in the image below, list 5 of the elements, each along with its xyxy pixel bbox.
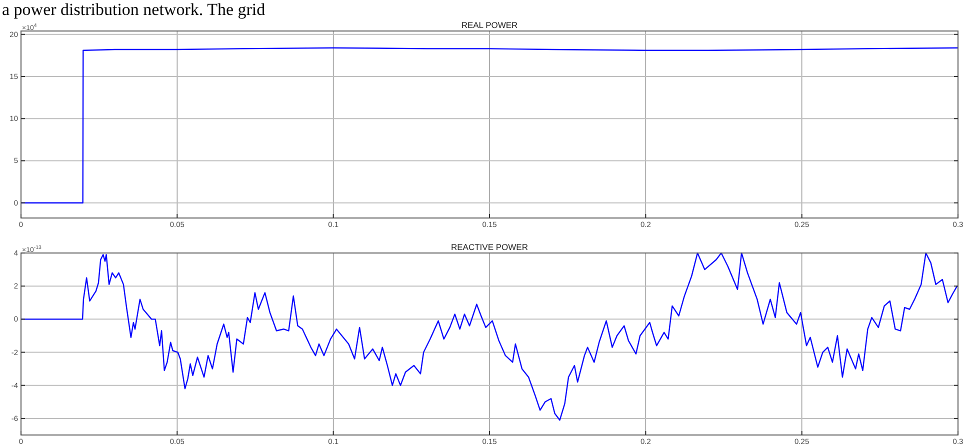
chart-title: REACTIVE POWER: [451, 242, 528, 252]
line-series: [20, 47, 959, 204]
chart-title: REAL POWER: [461, 20, 518, 30]
line-series: [20, 252, 958, 421]
text: a power distribution network. The grid: [2, 0, 266, 19]
